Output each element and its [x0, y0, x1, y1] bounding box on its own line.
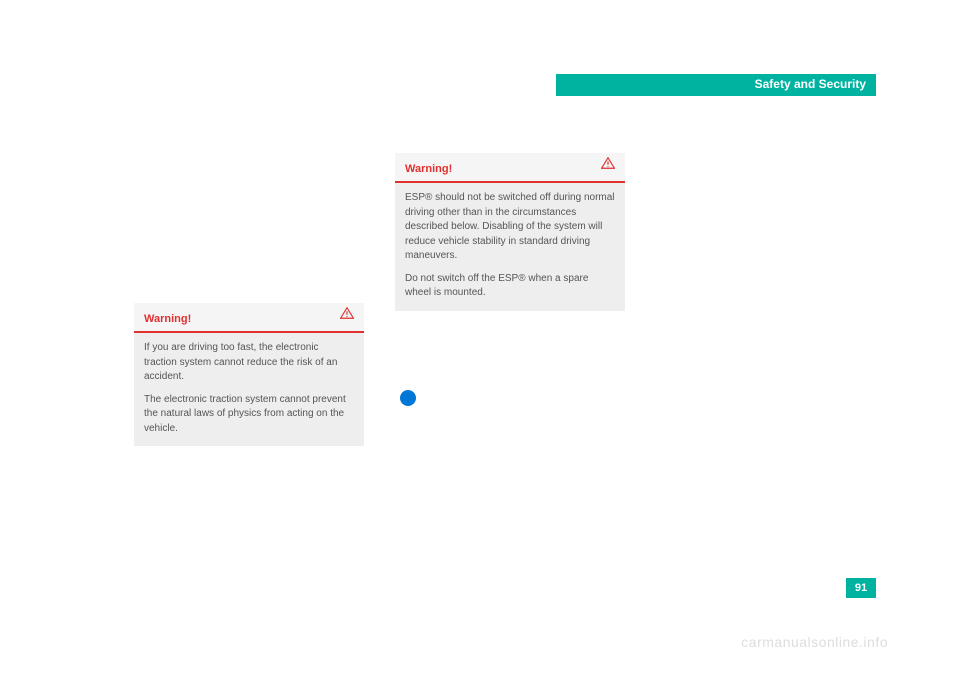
warning-header: Warning!: [395, 153, 625, 183]
warning-title: Warning!: [405, 163, 452, 175]
warning-text: The electronic traction system cannot pr…: [144, 393, 354, 437]
warning-text: ESP® should not be switched off during n…: [405, 191, 615, 264]
warning-triangle-icon: [601, 157, 615, 169]
warning-triangle-icon: [340, 307, 354, 319]
warning-text: Do not switch off the ESP® when a spare …: [405, 272, 615, 301]
watermark-text: carmanualsonline.info: [741, 634, 888, 650]
warning-divider: [395, 181, 625, 182]
section-header-bar: Safety and Security: [556, 74, 876, 96]
warning-header: Warning!: [134, 303, 364, 333]
warning-divider: [134, 331, 364, 332]
warning-body: If you are driving too fast, the electro…: [134, 333, 364, 446]
info-dot-icon: [400, 390, 416, 406]
section-title: Safety and Security: [755, 77, 866, 91]
warning-box-traction: Warning! If you are driving too fast, th…: [134, 303, 364, 446]
warning-body: ESP® should not be switched off during n…: [395, 183, 625, 311]
manual-page: Safety and Security Warning! ESP® should…: [0, 0, 960, 678]
warning-box-esp: Warning! ESP® should not be switched off…: [395, 153, 625, 311]
page-number-badge: 91: [846, 578, 876, 598]
warning-text: If you are driving too fast, the electro…: [144, 341, 354, 385]
warning-title: Warning!: [144, 313, 191, 325]
